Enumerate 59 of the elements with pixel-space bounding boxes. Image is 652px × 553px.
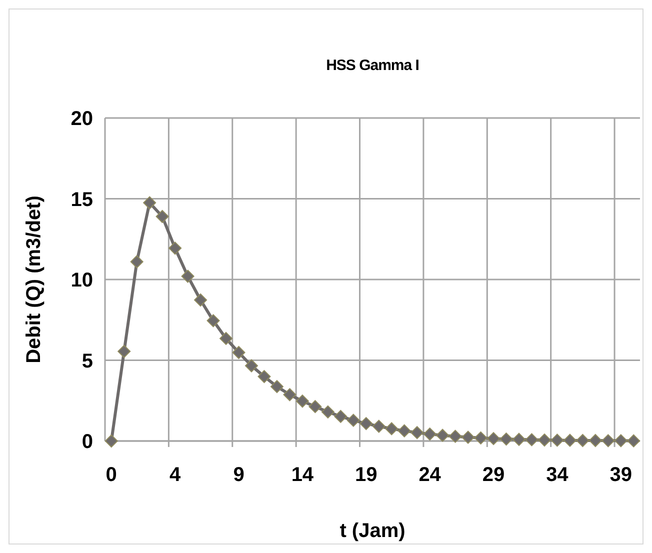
point [194,294,208,307]
point [602,434,615,448]
point [360,417,373,430]
y-tick-label: 10 [70,270,93,292]
point [487,432,500,446]
point [512,432,526,446]
point [398,424,411,438]
x-tick-label: 0 [106,464,117,486]
y-tick-label: 5 [82,350,93,372]
y-axis-title: Debit (Q) (m3/det) [23,196,45,364]
point [500,432,513,446]
point [538,434,551,447]
x-tick-label: 14 [291,464,314,486]
point [143,196,156,210]
point [130,255,144,268]
point [423,428,436,441]
point [563,434,576,447]
y-tick-label: 0 [82,431,93,453]
point [550,434,564,447]
point [156,210,169,224]
x-tick-label: 24 [418,464,442,486]
point [321,405,334,418]
point [181,270,194,283]
x-tick-label: 4 [169,464,182,486]
point [436,428,450,442]
x-tick-label: 19 [355,464,378,486]
y-tick-label: 20 [70,108,93,130]
point [346,414,360,427]
point [474,431,488,444]
point [308,400,322,414]
point [244,359,258,372]
point [525,433,538,446]
point [270,380,284,394]
point [462,430,475,444]
y-tick-label: 15 [70,188,93,211]
point [206,314,220,328]
chart-title: HSS Gamma I [326,57,420,74]
point [232,346,246,359]
point [448,430,462,443]
point [168,242,182,255]
x-tick-label: 9 [233,464,244,486]
point [385,422,398,436]
point [410,426,424,440]
x-tick-label: 39 [610,464,632,486]
point [104,434,118,448]
point [258,370,271,384]
point [220,332,233,345]
point [372,420,386,433]
point [627,434,640,448]
point [614,434,628,448]
point [576,434,590,448]
x-axis-title: t (Jam) [340,520,406,542]
point [118,344,131,358]
point [334,410,348,423]
point [283,388,296,402]
point [588,434,602,448]
x-tick-label: 34 [546,464,570,486]
point [296,394,309,408]
x-tick-label: 29 [482,464,505,486]
